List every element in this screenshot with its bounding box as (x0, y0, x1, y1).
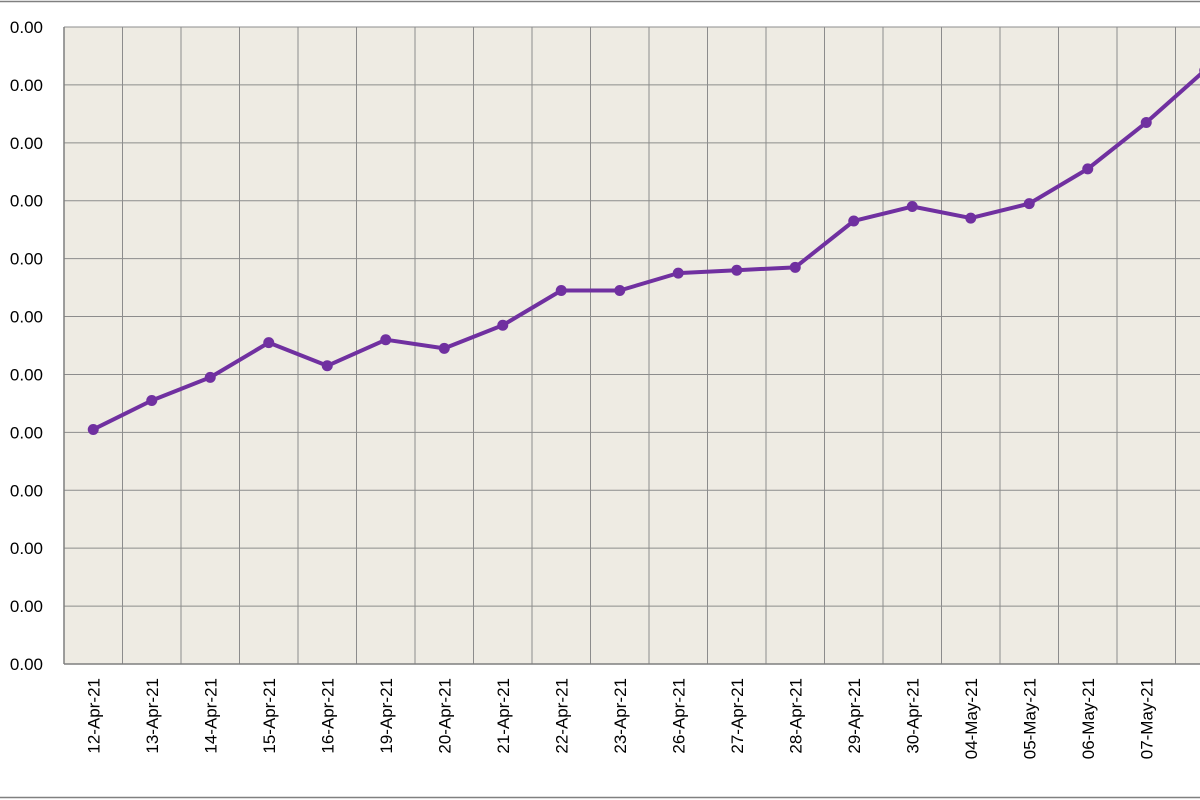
x-tick-label: 29-Apr-21 (845, 678, 864, 754)
x-tick-label: 23-Apr-21 (611, 678, 630, 754)
x-tick-label: 19-Apr-21 (377, 678, 396, 754)
data-point-marker (789, 261, 801, 273)
y-tick-label: 0.00 (10, 539, 43, 558)
data-point-marker (204, 371, 216, 383)
data-point-marker (906, 201, 918, 213)
data-point-marker (614, 284, 626, 296)
data-point-marker (1023, 198, 1035, 210)
data-point-marker (731, 264, 743, 276)
series-revenue-line (87, 67, 1200, 435)
series-line (91, 71, 1200, 432)
y-tick-label: 0.00 (10, 76, 43, 95)
x-tick-label: 26-Apr-21 (669, 678, 688, 754)
x-tick-label: 21-Apr-21 (494, 678, 513, 754)
x-tick-label: 05-May-21 (1020, 678, 1039, 759)
x-tick-label: 15-Apr-21 (260, 678, 279, 754)
x-tick-label: 28-Apr-21 (786, 678, 805, 754)
x-tick-label: 27-Apr-21 (728, 678, 747, 754)
data-point-marker (146, 395, 158, 407)
data-point-marker (438, 342, 450, 354)
data-point-marker (1140, 117, 1152, 129)
data-point-marker (672, 267, 684, 279)
y-tick-labels: 0.00 0.00 0.00 0.00 0.00 0.00 0.00 0.00 0.00 0.00… (10, 18, 43, 674)
data-point-marker (321, 360, 333, 372)
x-tick-label: 22-Apr-21 (552, 678, 571, 754)
y-tick-label: 0.00 (10, 423, 43, 442)
y-tick-label: 0.00 (10, 365, 43, 384)
data-point-marker (380, 334, 392, 346)
x-tick-label: 20-Apr-21 (435, 678, 454, 754)
x-tick-labels: 12-Apr-21 13-Apr-21 14-Apr-21 15-Apr-21 16-A… (84, 678, 1156, 759)
data-point-marker (263, 337, 275, 349)
data-point-marker (87, 423, 99, 435)
y-tick-label: 0.00 (10, 481, 43, 500)
data-point-marker (497, 319, 509, 331)
plot-area (64, 27, 1200, 664)
y-tick-label: 0.00 (10, 308, 43, 327)
data-point-marker (555, 284, 567, 296)
x-tick-label: 04-May-21 (962, 678, 981, 759)
x-tick-label: 13-Apr-21 (143, 678, 162, 754)
x-tick-label: 12-Apr-21 (84, 678, 103, 754)
x-tick-label: 06-May-21 (1079, 678, 1098, 759)
x-tick-label: 30-Apr-21 (903, 678, 922, 754)
x-tick-label: 14-Apr-21 (201, 678, 220, 754)
y-tick-label: 0.00 (10, 597, 43, 616)
plot-background (64, 27, 1200, 664)
axes (63, 27, 1200, 665)
y-tick-label: 0.00 (10, 250, 43, 269)
data-point-marker (848, 215, 860, 227)
y-tick-label: 0.00 (10, 134, 43, 153)
data-point-marker (965, 212, 977, 224)
data-point-marker (1082, 163, 1094, 175)
y-tick-label: 0.00 (10, 655, 43, 674)
y-tick-label: 0.00 (10, 18, 43, 37)
gridlines (64, 26, 1200, 665)
y-tick-label: 0.00 (10, 192, 43, 211)
x-tick-label: 07-May-21 (1137, 678, 1156, 759)
x-tick-label: 16-Apr-21 (318, 678, 337, 754)
